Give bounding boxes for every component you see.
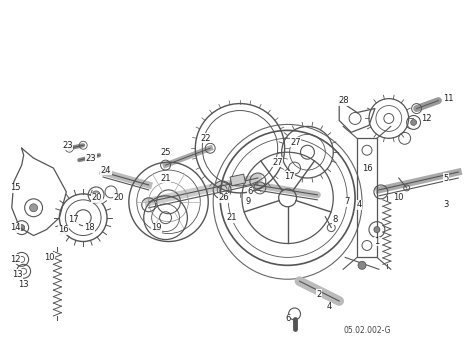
- Text: 15: 15: [10, 183, 21, 193]
- Text: 12: 12: [10, 255, 21, 264]
- Text: 25: 25: [160, 148, 171, 157]
- Text: 10: 10: [44, 253, 55, 262]
- Circle shape: [358, 261, 366, 269]
- Bar: [357, 138, 377, 257]
- Text: 7: 7: [345, 197, 350, 206]
- Text: 17: 17: [68, 215, 79, 224]
- Text: 22: 22: [200, 134, 210, 143]
- Text: 20: 20: [114, 193, 124, 202]
- Text: 18: 18: [84, 223, 94, 232]
- Text: 9: 9: [245, 197, 251, 206]
- Circle shape: [92, 191, 100, 199]
- Text: 21: 21: [160, 174, 171, 183]
- Text: 5: 5: [444, 174, 449, 183]
- Text: 8: 8: [333, 215, 338, 224]
- Text: 13: 13: [18, 280, 29, 289]
- Text: 23: 23: [86, 154, 96, 163]
- Text: 6: 6: [247, 187, 253, 197]
- Text: 14: 14: [10, 223, 21, 232]
- Text: 2: 2: [317, 290, 322, 299]
- Text: 27: 27: [273, 158, 283, 166]
- Circle shape: [410, 120, 417, 125]
- Circle shape: [18, 224, 25, 231]
- Text: 6: 6: [285, 314, 290, 323]
- Text: 23: 23: [62, 141, 73, 150]
- Text: 27: 27: [290, 138, 301, 147]
- Text: 20: 20: [92, 193, 102, 202]
- Text: 4: 4: [356, 200, 362, 209]
- Text: 21: 21: [227, 213, 237, 222]
- Text: 28: 28: [339, 96, 349, 105]
- Text: 17: 17: [284, 171, 295, 180]
- Text: 3: 3: [444, 200, 449, 209]
- Text: 4: 4: [327, 303, 332, 311]
- Circle shape: [374, 227, 380, 233]
- Text: 12: 12: [421, 114, 432, 123]
- Text: 26: 26: [219, 193, 229, 202]
- Circle shape: [29, 204, 37, 212]
- Text: 24: 24: [101, 165, 111, 175]
- Bar: [230, 174, 246, 186]
- Text: 16: 16: [362, 164, 372, 173]
- Text: 05.02.002-G: 05.02.002-G: [343, 326, 391, 335]
- Text: 11: 11: [443, 94, 454, 103]
- Text: 19: 19: [151, 223, 162, 232]
- Text: 13: 13: [12, 270, 23, 279]
- Text: 1: 1: [374, 237, 380, 246]
- Text: 10: 10: [393, 193, 404, 202]
- Text: 16: 16: [58, 225, 69, 234]
